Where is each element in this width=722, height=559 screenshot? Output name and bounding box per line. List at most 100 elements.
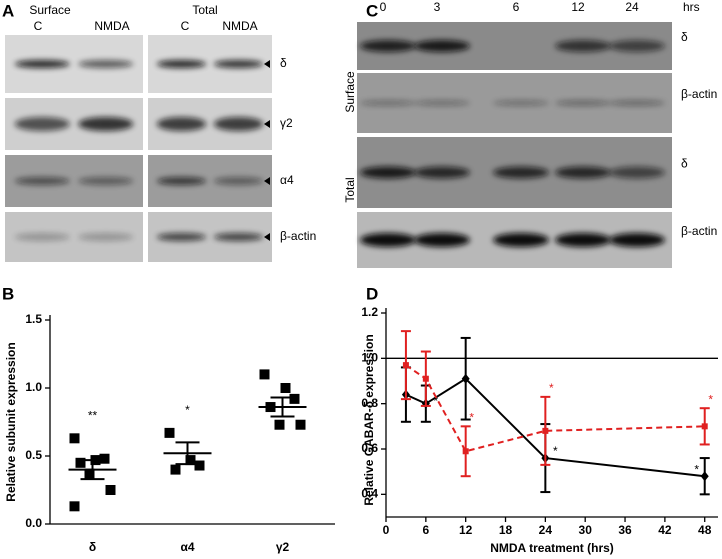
lane-label: C	[34, 19, 43, 33]
fraction-label: Total	[343, 177, 357, 202]
arrow	[264, 177, 270, 185]
panel-label: C	[366, 1, 378, 20]
blot-band	[555, 40, 611, 52]
x-tick-label: δ	[89, 540, 96, 554]
data-point	[280, 383, 291, 393]
y-tick-label: 0.4	[361, 487, 378, 501]
band-label: δ	[280, 56, 287, 70]
blot-band	[493, 100, 549, 106]
blot-band	[609, 166, 665, 179]
data-point	[402, 362, 409, 369]
y-tick-label: 1.2	[361, 305, 378, 319]
data-point	[259, 369, 270, 380]
blot-band	[213, 177, 264, 185]
blot-band	[609, 233, 665, 247]
data-point	[105, 485, 116, 495]
x-tick-label: 24	[539, 523, 553, 537]
x-tick-label: 18	[499, 523, 513, 537]
blot-band	[493, 166, 549, 179]
data-point	[422, 375, 429, 382]
blot-band	[414, 40, 470, 52]
y-tick-label: 0.0	[25, 516, 42, 530]
data-point	[69, 501, 80, 512]
data-point	[542, 427, 549, 434]
band-label: β-actin	[280, 229, 316, 243]
x-tick-label: γ2	[276, 540, 290, 554]
blot-band	[555, 233, 611, 247]
data-point	[170, 464, 181, 475]
data-point	[461, 373, 470, 384]
annotation: *	[549, 381, 554, 395]
blot-band	[78, 60, 134, 68]
x-tick-label: 30	[579, 523, 593, 537]
blot-band	[14, 233, 70, 241]
data-point	[274, 419, 285, 430]
fraction-label: Surface	[343, 71, 357, 113]
blot-band	[78, 117, 134, 131]
data-point	[701, 423, 708, 430]
annotation: *	[469, 411, 474, 425]
blot-band	[360, 40, 416, 52]
blot-band	[156, 60, 207, 68]
y-axis-label: Relative GABAR-δ expression	[362, 334, 376, 505]
x-tick-label: 12	[459, 523, 473, 537]
annotation: **	[88, 408, 98, 422]
time-unit: hrs	[683, 0, 700, 14]
panel-label: B	[2, 284, 14, 303]
y-tick-label: 1.0	[361, 351, 378, 365]
time-label: 24	[625, 0, 639, 14]
x-tick-label: 6	[422, 523, 429, 537]
annotation: *	[708, 392, 713, 406]
blot-band	[14, 177, 70, 185]
lane-label: C	[181, 19, 190, 33]
data-point	[99, 453, 110, 464]
blot-band	[493, 233, 549, 247]
blot-band	[360, 166, 416, 179]
arrow	[264, 120, 270, 128]
band-label: β-actin	[681, 87, 717, 101]
annotation: *	[694, 462, 699, 476]
x-tick-label: 48	[698, 523, 712, 537]
blot-band	[14, 117, 70, 131]
data-point	[84, 468, 95, 479]
data-point	[194, 460, 205, 471]
blot-band	[78, 177, 134, 185]
series-line	[405, 364, 705, 453]
band-label: α4	[280, 173, 294, 187]
lane-label: NMDA	[222, 19, 257, 33]
band-label: δ	[681, 30, 688, 44]
y-tick-label: 1.5	[25, 312, 42, 326]
annotation: *	[185, 403, 190, 417]
x-tick-label: 36	[618, 523, 632, 537]
y-tick-label: 0.6	[361, 441, 378, 455]
time-label: 12	[571, 0, 585, 14]
data-point	[69, 433, 80, 444]
annotation: *	[553, 444, 558, 458]
arrow	[264, 60, 270, 68]
blot-band	[360, 233, 416, 247]
y-tick-label: 0.8	[361, 396, 378, 410]
time-label: 6	[513, 0, 520, 14]
time-label: 3	[434, 0, 441, 14]
blot-band	[360, 100, 416, 106]
blot-band	[213, 60, 264, 68]
band-label: γ2	[280, 116, 293, 130]
data-point	[462, 448, 469, 455]
x-tick-label: 0	[383, 523, 390, 537]
band-label: β-actin	[681, 224, 717, 238]
y-tick-label: 1.0	[25, 380, 42, 394]
annotation: *	[434, 394, 439, 408]
blot-band	[156, 117, 207, 131]
blot-band	[213, 117, 264, 131]
blot-band	[156, 177, 207, 185]
band-label: δ	[681, 157, 688, 171]
x-tick-label: 42	[658, 523, 672, 537]
arrow	[264, 233, 270, 241]
x-tick-label: α4	[180, 540, 194, 554]
blot-band	[414, 233, 470, 247]
blot-band	[414, 166, 470, 179]
blot-band	[555, 100, 611, 106]
blot-band	[609, 40, 665, 52]
panel-label: A	[2, 1, 14, 20]
